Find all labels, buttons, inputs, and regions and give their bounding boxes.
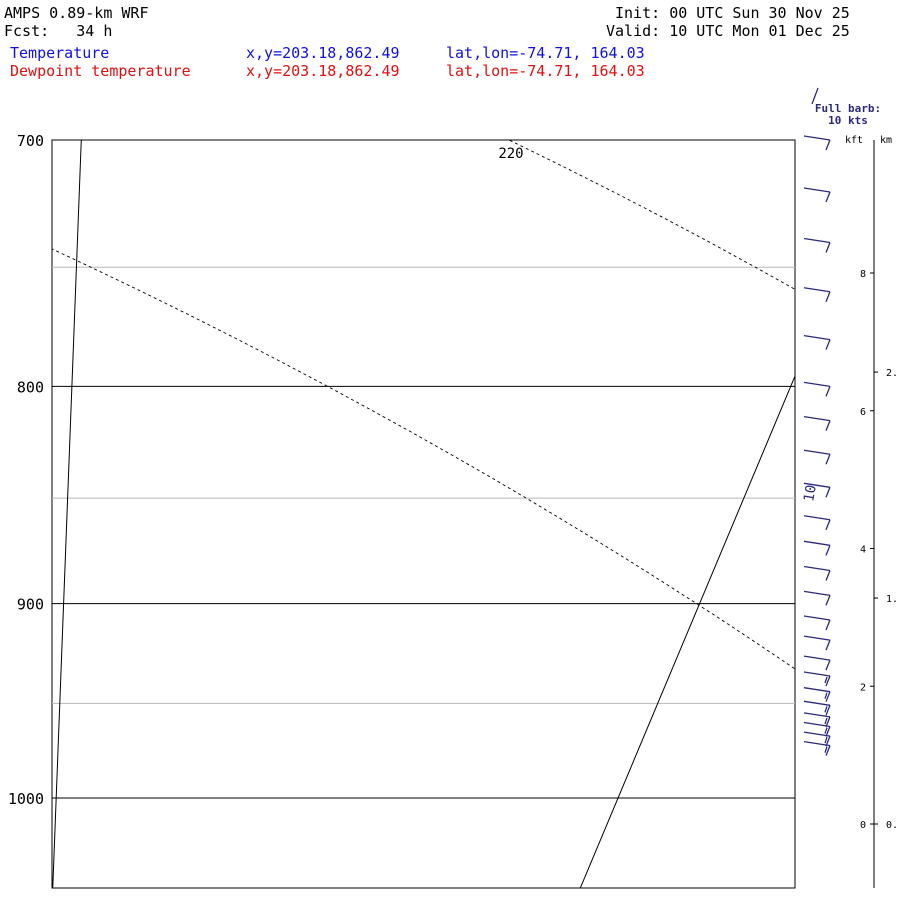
chart-labels: 7008009001000-70-60-50-40-30-20-10022023… <box>8 132 524 808</box>
isobar-grid <box>51 139 796 889</box>
dry-adiabat <box>507 140 795 290</box>
wind-barb <box>803 449 831 465</box>
fcst-label: Fcst: <box>4 22 50 40</box>
wind-barb <box>803 334 831 350</box>
pressure-tick-label: 700 <box>17 132 44 150</box>
init-value: 00 UTC Sun 30 Nov 25 <box>669 4 850 22</box>
kft-tick-label: 8 <box>860 269 866 280</box>
dry-adiabat-label: 220 <box>498 146 523 162</box>
init-time: Init: 00 UTC Sun 30 Nov 25 <box>615 4 850 22</box>
wind-note-line2: 10 kts <box>828 114 868 127</box>
right-panel: 10 Full barb:10 kts kft km 8 6 4 2 0 2. 1. 0. <box>801 87 898 888</box>
legend-dewpoint: Dewpoint temperature <box>10 62 191 80</box>
km-tick-label: 0. <box>886 820 898 831</box>
plot-frame <box>51 139 796 889</box>
wind-barb <box>803 237 831 253</box>
wind-barb <box>803 712 831 728</box>
wind-barb <box>803 540 831 556</box>
pressure-tick-label: 1000 <box>8 790 44 808</box>
wind-barb <box>803 135 831 151</box>
forecast-hour: Fcst: 34 h <box>4 22 112 40</box>
kft-tick-label: 0 <box>860 820 866 831</box>
kft-tick-label: 2 <box>860 682 866 693</box>
dew-xy: x,y=203.18,862.49 <box>246 62 400 80</box>
wind-barb <box>803 482 831 498</box>
pressure-tick-label: 800 <box>17 378 44 396</box>
isotherm-line <box>579 374 795 888</box>
wind-barb <box>803 187 831 203</box>
sample-barb <box>811 87 819 105</box>
wind-barb <box>803 731 831 747</box>
barb-annotation: 10 <box>801 484 820 503</box>
wind-barb <box>803 287 831 302</box>
wind-barb <box>803 721 831 737</box>
wind-barb <box>803 635 831 651</box>
km-tick-label: 1. <box>886 594 898 605</box>
kft-tick-label: 4 <box>860 545 866 556</box>
temp-latlon: lat,lon=-74.71, 164.03 <box>446 44 645 62</box>
wind-barb <box>803 700 831 716</box>
kft-tick-label: 6 <box>860 407 866 418</box>
wind-barb <box>803 687 831 702</box>
isotherm-line <box>52 140 82 888</box>
wind-barb <box>803 655 831 671</box>
km-tick-label: 2. <box>886 368 898 379</box>
wind-barb <box>803 415 831 431</box>
isotherms <box>52 140 795 888</box>
pressure-tick-label: 900 <box>17 596 44 614</box>
valid-value: 10 UTC Mon 01 Dec 25 <box>669 22 850 40</box>
km-unit: km <box>880 135 892 146</box>
valid-label: Valid: <box>606 22 661 40</box>
model-title: AMPS 0.89-km WRF <box>4 4 149 22</box>
dew-latlon: lat,lon=-74.71, 164.03 <box>446 62 645 80</box>
wind-barb <box>803 671 831 687</box>
kft-unit: kft <box>845 135 863 146</box>
legend-temperature: Temperature <box>10 44 110 62</box>
wind-note-line1: Full barb: <box>815 102 881 115</box>
wind-barb <box>803 515 831 531</box>
init-label: Init: <box>615 4 661 22</box>
fcst-value: 34 h <box>76 22 113 40</box>
wind-barb <box>803 615 831 631</box>
valid-time: Valid: 10 UTC Mon 01 Dec 25 <box>606 22 850 40</box>
temp-xy: x,y=203.18,862.49 <box>246 44 400 62</box>
wind-barb <box>803 381 831 397</box>
wind-barb <box>803 565 831 581</box>
wind-barb <box>803 740 831 756</box>
wind-barb <box>803 590 831 606</box>
